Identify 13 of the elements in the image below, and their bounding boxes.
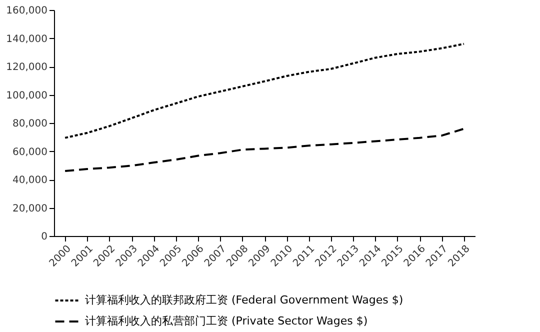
y-tick-label: 120,000 [6,62,48,73]
line-series [64,42,465,139]
line-series [64,128,465,172]
y-tick-label: 160,000 [6,6,48,16]
y-tick-label: 100,000 [6,90,48,102]
y-tick-label: 0 [41,232,48,242]
y-tick-label: 140,000 [6,34,48,45]
y-tick-label: 40,000 [12,175,48,186]
y-tick-label: 60,000 [12,146,48,158]
legend-label: 计算福利收入的私营部门工资 (Private Sector Wages $) [85,314,368,328]
y-tick-label: 20,000 [12,203,48,214]
legend-label: 计算福利收入的联邦政府工资 (Federal Government Wages $) [85,294,404,306]
y-tick-label: 80,000 [12,118,48,130]
